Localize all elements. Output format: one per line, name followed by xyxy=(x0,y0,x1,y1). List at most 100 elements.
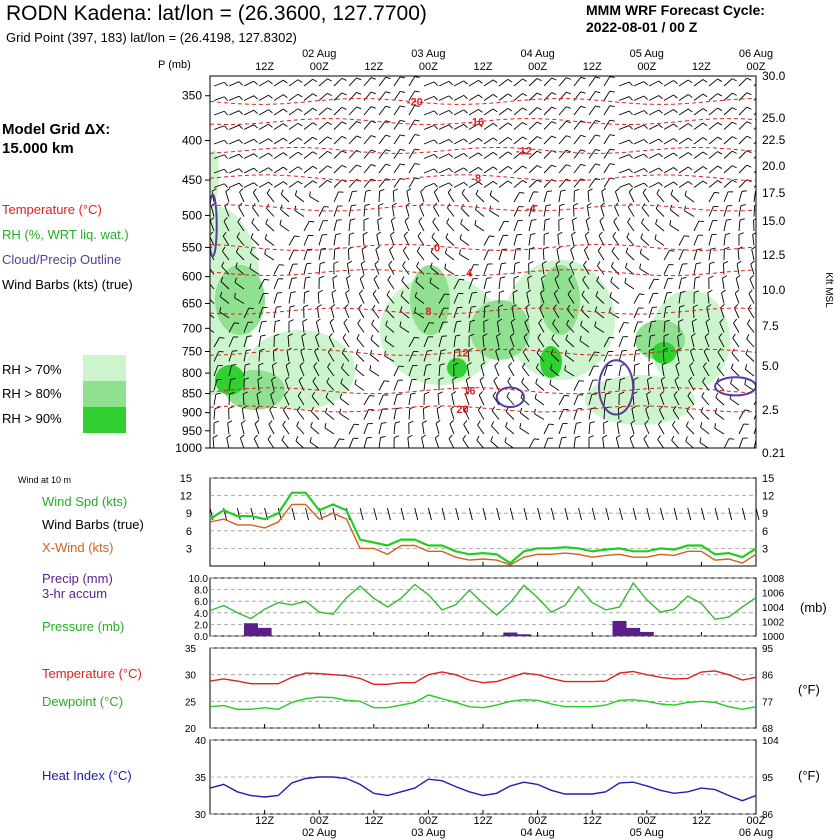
cloud-outline xyxy=(598,359,635,416)
wind-barb xyxy=(659,391,665,406)
wind-tick-right: 3 xyxy=(762,543,768,555)
wind-barb xyxy=(492,391,500,406)
surface-wind-barb xyxy=(660,507,664,521)
wind-barb xyxy=(603,163,615,174)
wind-barb xyxy=(550,349,560,362)
wind-barb xyxy=(528,165,542,174)
rh-fill-13 xyxy=(215,365,245,395)
wind-barb xyxy=(491,421,500,435)
wind-barb xyxy=(348,77,362,87)
wind-barb xyxy=(348,135,362,145)
wind-barb xyxy=(588,407,596,420)
pressure-tick-label: 800 xyxy=(182,366,202,380)
wind-barb xyxy=(438,80,453,87)
wind-barb xyxy=(447,188,455,203)
temp-tick-f: 95 xyxy=(762,644,774,655)
wind-barb xyxy=(616,420,622,435)
wind-barb xyxy=(390,217,396,232)
xwind-line xyxy=(209,503,757,566)
wind-barb xyxy=(558,422,568,435)
wind-barb xyxy=(435,420,441,435)
wind-barb xyxy=(223,217,230,232)
wind-barb xyxy=(257,376,263,391)
wind-barb xyxy=(438,167,453,174)
wind-barb xyxy=(603,392,611,406)
wind-barb xyxy=(611,246,620,261)
pressure-tick-label: 950 xyxy=(182,424,202,438)
wind-barb xyxy=(648,153,663,159)
wind-barb xyxy=(588,393,597,406)
wind-barb xyxy=(629,434,635,448)
wind-barb xyxy=(451,391,457,406)
isotherm-line xyxy=(210,348,756,356)
wind-barb xyxy=(302,318,308,333)
wind-barb xyxy=(476,435,485,448)
wind-barb xyxy=(226,434,232,448)
wind-barb xyxy=(613,217,620,232)
wind-barb xyxy=(746,334,755,348)
wind-barb xyxy=(614,188,620,203)
wind-barb xyxy=(543,106,557,116)
wind-barb xyxy=(466,362,472,377)
wind-barb xyxy=(528,205,538,217)
wind-barb xyxy=(378,163,391,174)
wind-barb xyxy=(210,314,215,319)
wind-barb xyxy=(699,437,710,448)
wind-barb xyxy=(273,264,285,275)
wind-barb xyxy=(558,217,564,232)
wind-barb xyxy=(423,168,438,174)
wind-barb xyxy=(568,275,575,290)
wind-barb xyxy=(416,246,425,261)
wind-barb xyxy=(478,391,485,406)
legend-temperature: Temperature (°C) xyxy=(2,202,102,217)
wind-barb xyxy=(333,261,339,275)
wind-barb xyxy=(329,318,335,333)
wind-barb xyxy=(280,189,290,203)
wind-barb xyxy=(371,319,380,333)
wind-barb xyxy=(273,166,288,174)
wind-barb xyxy=(333,121,347,130)
wind-barb xyxy=(258,80,273,87)
wind-barb xyxy=(210,329,215,333)
wind-barb xyxy=(296,421,305,435)
cloud-outline xyxy=(495,386,525,409)
top-time-tick-label: 00Z xyxy=(637,61,656,73)
wind-barb xyxy=(753,190,756,203)
isotherm-label: 8 xyxy=(425,306,431,318)
wind-barb xyxy=(408,134,420,145)
wind-barb xyxy=(213,168,228,174)
wind-barb xyxy=(753,126,756,130)
wind-barb xyxy=(402,261,410,275)
wind-barb xyxy=(730,363,740,377)
isotherm-line xyxy=(210,204,756,212)
wind-barb xyxy=(408,76,420,87)
wind-barb xyxy=(618,125,633,130)
grid-point-label: Grid Point (397, 183) lat/lon = (26.4198… xyxy=(6,30,297,45)
wind-barb xyxy=(477,405,485,420)
wind-barb xyxy=(389,246,395,261)
rh-fill-5 xyxy=(650,290,730,390)
wind-barb xyxy=(528,219,537,232)
wind-barb xyxy=(348,218,356,232)
wind-barb xyxy=(228,350,238,362)
wind-barb xyxy=(646,391,651,406)
wind-barb xyxy=(303,151,318,159)
pressure-mb-tick: 1008 xyxy=(762,574,785,585)
wind-barb xyxy=(723,92,737,101)
wind-barb xyxy=(404,217,410,232)
wind-barb xyxy=(408,351,419,362)
wind-barb xyxy=(705,318,711,333)
precip-bar xyxy=(612,620,627,636)
wind-barb xyxy=(738,218,745,232)
heat-tick-f: 95 xyxy=(762,773,774,784)
legend-wind-barbs: Wind Barbs (kts) (true) xyxy=(2,277,133,292)
wind-barb xyxy=(266,203,275,217)
legend-xwind: X-Wind (kts) xyxy=(42,540,114,555)
bottom-date-label: 02 Aug xyxy=(302,827,336,839)
wind-barb xyxy=(333,438,345,448)
wind-barb xyxy=(348,232,355,246)
rh-fill-9 xyxy=(410,265,450,335)
wind-barb xyxy=(678,277,687,290)
wind-barb xyxy=(663,80,678,87)
wind-barb xyxy=(453,94,468,101)
